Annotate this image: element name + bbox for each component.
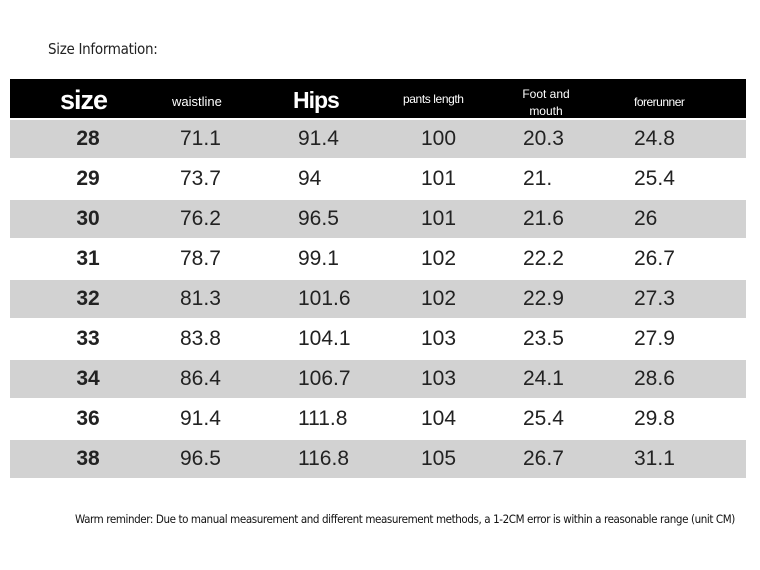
table-cell: 102: [421, 247, 457, 270]
table-cell: 32: [76, 287, 100, 310]
table-row: 31 78.7 99.1 102 22.2 26.7: [10, 240, 746, 278]
table-row: 34 86.4 106.7 103 24.1 28.6: [10, 360, 746, 398]
header-cell: Hips: [293, 87, 340, 113]
table-cell: 22.9: [523, 287, 564, 310]
table-cell: 99.1: [298, 247, 339, 270]
table-cell: 28: [76, 127, 100, 150]
table-row: 32 81.3 101.6 102 22.9 27.3: [10, 280, 746, 318]
table-cell: 34: [76, 367, 100, 390]
table-cell: 21.6: [523, 207, 564, 230]
table-cell: 102: [421, 287, 457, 310]
table-cell: 29.8: [634, 407, 675, 430]
table-cell: 103: [421, 367, 457, 390]
table-cell: 100: [421, 127, 457, 150]
table-cell: 28.6: [634, 367, 675, 390]
header-cell: Foot and mouth: [522, 87, 570, 118]
table-cell: 86.4: [180, 367, 221, 390]
table-cell: 27.3: [634, 287, 675, 310]
table-cell: 101.6: [298, 287, 351, 310]
table-cell: 106.7: [298, 367, 351, 390]
table-cell: 104: [421, 407, 457, 430]
table-row: 28 71.1 91.4 100 20.3 24.8: [10, 120, 746, 158]
table-cell: 30: [76, 207, 100, 230]
table-cell: 111.8: [298, 407, 348, 430]
table-cell: 25.4: [634, 167, 675, 190]
table-cell: 29: [76, 167, 100, 190]
table-cell: 71.1: [180, 127, 221, 150]
table-cell: 36: [76, 407, 100, 430]
table-cell: 78.7: [180, 247, 221, 270]
table-cell: 23.5: [523, 327, 564, 350]
table-cell: 38: [76, 447, 100, 470]
table-cell: 73.7: [180, 167, 221, 190]
table-cell: 25.4: [523, 407, 564, 430]
table-header: size waistline Hips pants length Foot and mo…: [10, 79, 746, 118]
table-cell: 26.7: [634, 247, 675, 270]
table-row: 29 73.7 94 101 21. 25.4: [10, 160, 746, 198]
table-cell: 101: [421, 167, 457, 190]
header-cell: size: [60, 85, 108, 115]
header-cell: pants length: [403, 92, 464, 106]
table-cell: 26.7: [523, 447, 564, 470]
table-cell: 24.1: [523, 367, 564, 390]
table-cell: 96.5: [180, 447, 221, 470]
table-cell: 104.1: [298, 327, 351, 350]
table-row: 33 83.8 104.1 103 23.5 27.9: [10, 320, 746, 358]
table-cell: 21.: [523, 167, 553, 190]
table-cell: 116.8: [298, 447, 349, 470]
table-cell: 101: [421, 207, 457, 230]
table-row: 36 91.4 111.8 104 25.4 29.8: [10, 400, 746, 438]
table-cell: 31: [76, 247, 100, 270]
table-cell: 105: [421, 447, 457, 470]
table-cell: 26: [634, 207, 658, 230]
table-cell: 22.2: [523, 247, 564, 270]
table-cell: 27.9: [634, 327, 675, 350]
table-cell: 91.4: [298, 127, 339, 150]
header-cell: waistline: [172, 94, 222, 109]
table-cell: 20.3: [523, 127, 564, 150]
table-cell: 91.4: [180, 407, 221, 430]
table-row: 30 76.2 96.5 101 21.6 26: [10, 200, 746, 238]
footnote: Warm reminder: Due to manual measurement…: [75, 512, 735, 526]
table-cell: 96.5: [298, 207, 339, 230]
table-cell: 76.2: [180, 207, 221, 230]
table-cell: 81.3: [180, 287, 221, 310]
table-cell: 83.8: [180, 327, 221, 350]
table-cell: 33: [76, 327, 100, 350]
table-cell: 31.1: [634, 447, 675, 470]
table-cell: 24.8: [634, 127, 675, 150]
table-cell: 103: [421, 327, 457, 350]
header-cell: forerunner: [634, 95, 685, 109]
title: Size Information:: [48, 40, 158, 58]
table-cell: 94: [298, 167, 322, 190]
table-row: 38 96.5 116.8 105 26.7 31.1: [10, 440, 746, 478]
